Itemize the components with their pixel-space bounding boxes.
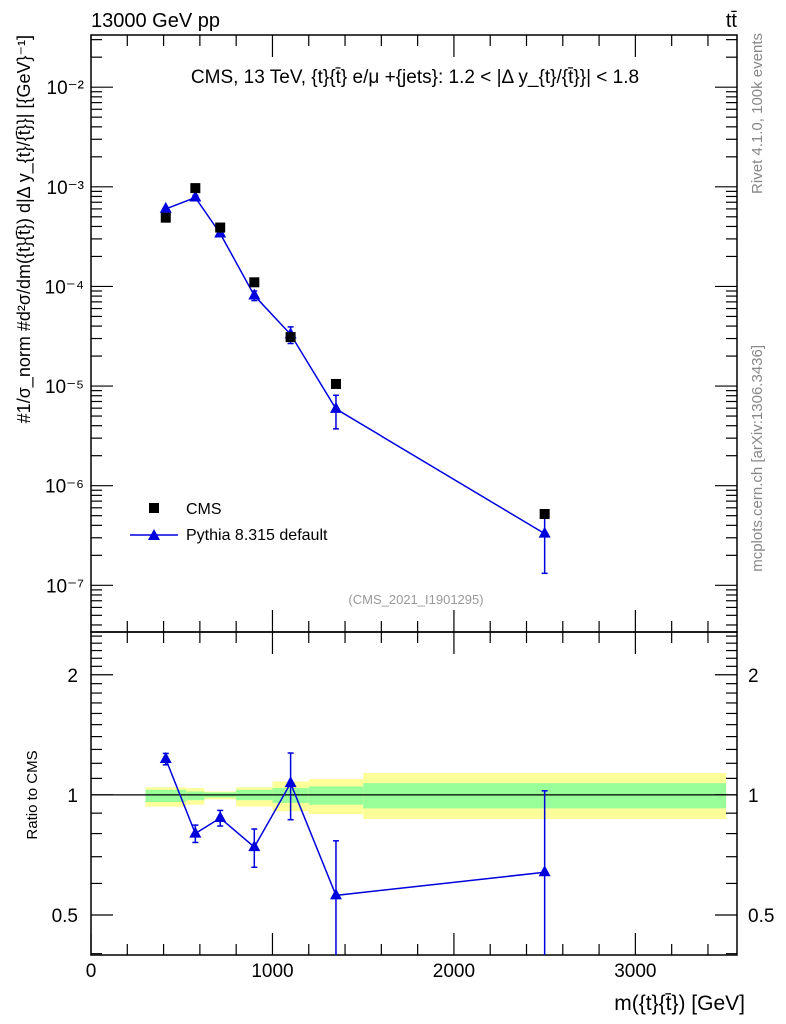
cms-point	[285, 332, 296, 343]
cms-point	[190, 183, 201, 194]
pythia-point	[189, 190, 202, 202]
x-tick-label: 2000	[433, 961, 475, 982]
ratio-y-tick-label-right: 1	[748, 786, 759, 807]
ratio-point	[214, 811, 227, 823]
ratio-point	[538, 865, 551, 877]
ratio-frame	[90, 631, 738, 956]
legend: CMS Pythia 8.315 default	[130, 501, 328, 544]
band-inner	[145, 789, 187, 802]
ratio-point	[189, 826, 202, 838]
cms-point	[330, 378, 341, 389]
header-right: tt̄	[726, 10, 738, 32]
cms-point	[249, 277, 260, 288]
pythia-point	[159, 201, 172, 213]
x-tick-label: 0	[86, 961, 97, 982]
ratio-uncertainty-bands	[91, 772, 737, 820]
x-tick-label: 3000	[614, 961, 656, 982]
ratio-point	[248, 840, 261, 852]
legend-label-pythia: Pythia 8.315 default	[186, 527, 328, 544]
cms-point	[215, 222, 226, 233]
band-inner	[186, 791, 205, 801]
ratio-point	[284, 776, 297, 788]
header-left: 13000 GeV pp	[91, 10, 220, 32]
ratio-point	[329, 888, 342, 900]
legend-marker-cms	[149, 503, 159, 513]
side-label-mcplots: mcplots.cern.ch [arXiv:1306.3436]	[749, 345, 766, 572]
band-inner	[308, 786, 364, 805]
ratio-y-tick-label-left: 2	[67, 666, 78, 687]
y-axis-label-ratio: Ratio to CMS	[24, 750, 41, 839]
pythia-point	[248, 288, 261, 300]
ratio-y-tick-label-right: 2	[748, 666, 759, 687]
cms-point	[160, 212, 171, 223]
y-tick-label: 10⁻⁷	[46, 576, 84, 597]
ratio-y-tick-label-left: 0.5	[52, 906, 78, 927]
y-tick-label: 10⁻⁴	[45, 277, 84, 298]
y-tick-label: 10⁻²	[47, 78, 85, 99]
ratio-y-tick-label-right: 0.5	[748, 906, 774, 927]
legend-marker-pythia	[148, 529, 160, 540]
side-label-rivet: Rivet 4.1.0, 100k events	[749, 33, 766, 194]
data-marks	[159, 183, 551, 955]
y-axis-label-main: #1/σ_norm #d²σ/dm({t}{t̄}) d|Δ y_{t}/{t̄…	[14, 35, 35, 423]
axes: 10⁻⁷ 10⁻⁶ 10⁻⁵ 10⁻⁴ 10⁻³ 10⁻² 0.5 0.5 1 1 2 2 0 1000 2…	[45, 34, 774, 982]
pythia-point	[538, 526, 551, 538]
y-tick-label: 10⁻³	[47, 178, 85, 199]
legend-label-cms: CMS	[186, 501, 222, 518]
watermark: (CMS_2021_I1901295)	[348, 592, 483, 607]
y-tick-label: 10⁻⁶	[45, 477, 84, 498]
pythia-point	[329, 401, 342, 413]
x-tick-label: 1000	[251, 961, 293, 982]
ratio-y-tick-label-left: 1	[67, 786, 78, 807]
chart-title: CMS, 13 TeV, {t}{t̄} e/μ +{jets}: 1.2 < …	[191, 67, 639, 88]
pythia-line	[165, 196, 546, 535]
cms-point	[539, 508, 550, 519]
ratio-point	[159, 752, 172, 764]
y-tick-label: 10⁻⁵	[45, 377, 84, 398]
x-axis-label: m({t}{t̄}) [GeV]	[614, 992, 745, 1015]
